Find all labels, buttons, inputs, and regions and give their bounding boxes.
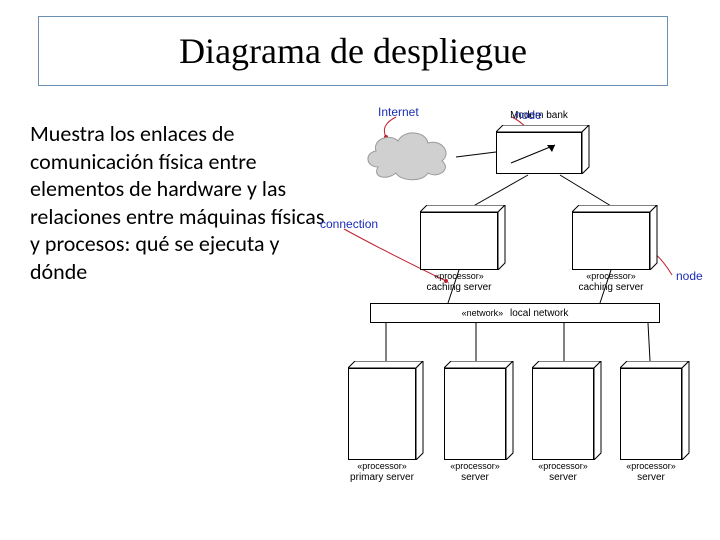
node-server-3: «processor» server bbox=[620, 361, 689, 460]
node-server-2: «processor» server bbox=[532, 361, 601, 460]
node-local-network: «network» local network bbox=[370, 303, 660, 323]
callout-connection: connection bbox=[320, 217, 378, 231]
node-label-server-3: «processor» server bbox=[610, 462, 692, 483]
node-label-server-1: «processor» server bbox=[434, 462, 516, 483]
node-label-server-2: «processor» server bbox=[522, 462, 604, 483]
node-caching-server-left: «processor» caching server bbox=[420, 205, 505, 270]
callout-node-right: node bbox=[676, 269, 703, 283]
node-caching-server-right: «processor» caching server bbox=[572, 205, 657, 270]
node-primary-server: «processor» primary server bbox=[348, 361, 423, 460]
page-title: Diagrama de despliegue bbox=[179, 30, 527, 72]
body-text: Muestra los enlaces de comunicación físi… bbox=[30, 120, 330, 285]
title-box: Diagrama de despliegue bbox=[38, 16, 668, 86]
node-label-caching-right: «processor» caching server bbox=[562, 272, 660, 293]
internet-cloud-icon bbox=[360, 125, 460, 185]
deployment-diagram: Modem bank «processor» caching server «p… bbox=[348, 105, 708, 485]
node-modem-bank: Modem bank bbox=[496, 125, 589, 174]
node-server-1: «processor» server bbox=[444, 361, 513, 460]
callout-node-top: node bbox=[515, 108, 542, 122]
node-label-caching-left: «processor» caching server bbox=[410, 272, 508, 293]
callout-internet: Internet bbox=[378, 105, 419, 119]
modem-arrow-icon bbox=[497, 133, 581, 173]
node-label-primary: «processor» primary server bbox=[338, 462, 426, 483]
